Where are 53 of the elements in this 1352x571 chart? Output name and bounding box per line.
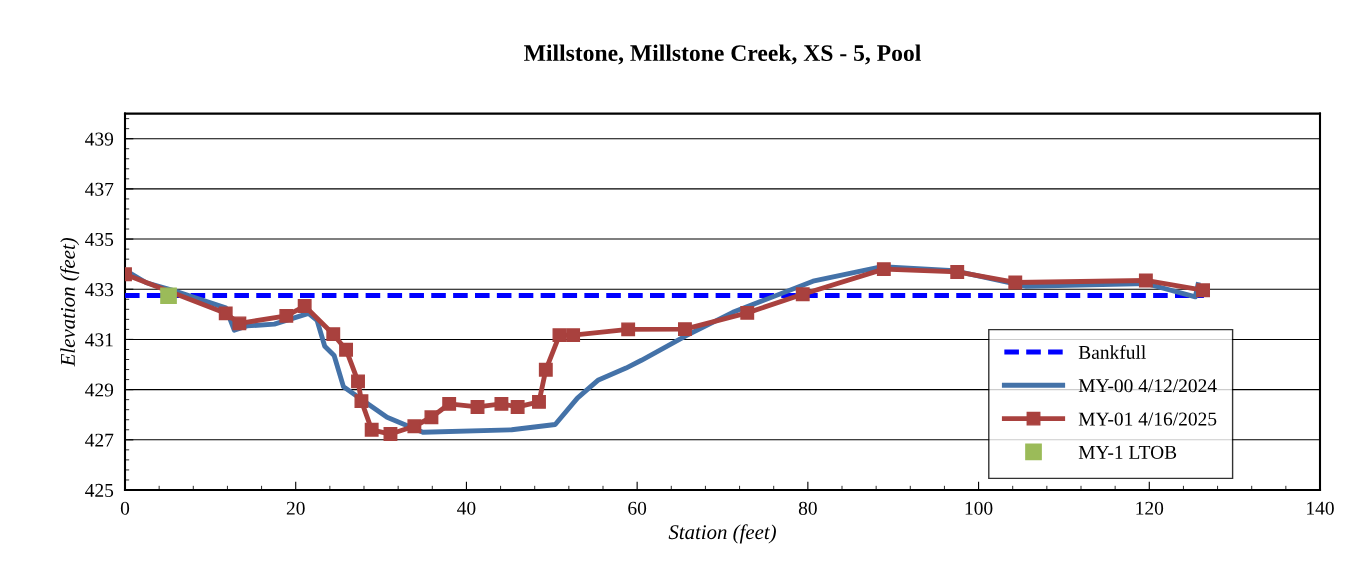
point [740,305,755,320]
point [297,299,312,314]
point [339,342,354,357]
point [621,322,636,337]
legend-label: MY-00 4/12/2024 [1078,379,1217,393]
point [552,328,567,343]
point [494,396,509,411]
y-tick-label: 427 [85,433,114,447]
point [407,419,422,434]
point [876,262,891,277]
point [510,399,525,414]
x-tick-label: 60 [628,501,647,515]
x-axis-title: Station (feet) [668,524,776,544]
x-tick-label: 0 [120,501,130,515]
point [160,287,177,305]
point [442,396,457,411]
y-axis-title: Elevation (feet) [60,237,80,367]
point [383,427,398,441]
x-tick-label: 120 [1136,501,1164,515]
point [351,374,365,389]
legend-label: MY-1 LTOB [1078,445,1177,459]
point [1138,273,1153,288]
legend-label: Bankfull [1078,345,1146,359]
point [1008,275,1023,290]
point [354,394,369,409]
point [470,399,485,414]
point [677,322,692,337]
y-tick-label: 437 [85,182,114,196]
legend-label: MY-01 4/16/2025 [1078,412,1217,426]
point [326,327,341,342]
x-tick-label: 20 [286,501,305,515]
x-tick-label: 140 [1307,501,1334,515]
x-tick-label: 100 [965,501,993,515]
point [950,264,965,279]
point [1196,283,1211,298]
x-tick-label: 40 [457,501,476,515]
point [232,316,247,331]
point [218,306,233,321]
y-tick-label: 435 [85,232,114,246]
point [364,422,379,437]
y-tick-label: 425 [85,483,114,497]
point [566,328,581,343]
point [795,287,810,302]
x-tick-label: 80 [798,501,817,515]
chart-title: Millstone, Millstone Creek, XS - 5, Pool [524,44,921,65]
point [279,308,294,323]
point [424,410,439,425]
y-tick-label: 433 [85,283,114,297]
y-tick-label: 439 [85,132,114,146]
point [532,394,546,409]
y-tick-label: 429 [85,383,114,397]
y-tick-label: 431 [85,333,113,347]
point [538,362,553,377]
